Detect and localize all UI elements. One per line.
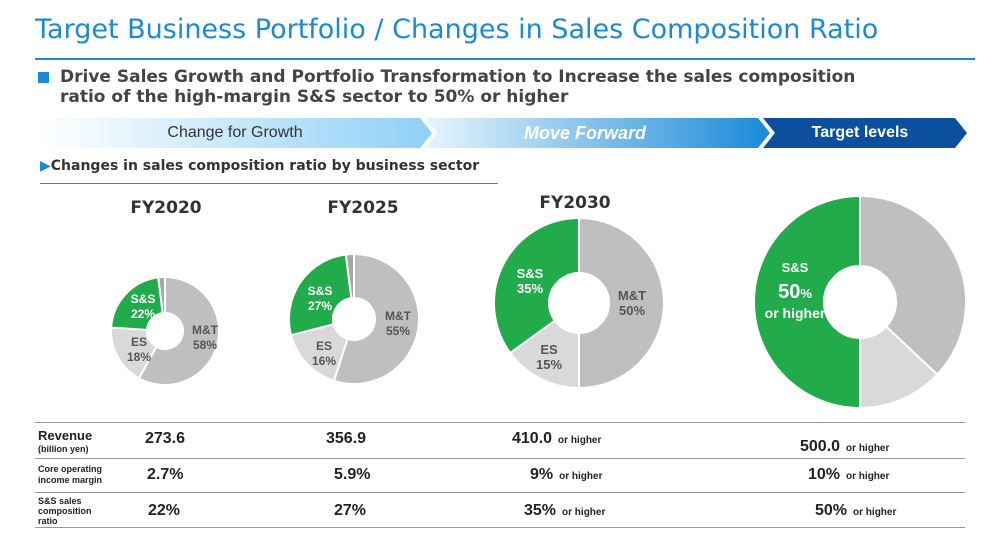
- cell-qualifier: or higher: [853, 507, 897, 518]
- donut-2-label-name-es: ES: [540, 342, 558, 357]
- donut-2-label-value-es: 15%: [536, 357, 562, 372]
- donut-3-label-name-ss: S&S: [782, 260, 809, 275]
- donut-0-slice-other-3: [157, 275, 166, 315]
- fy-label-0: FY2020: [130, 198, 202, 218]
- section-heading: ▶Changes in sales composition ratio by b…: [40, 158, 479, 174]
- row-sublabel-ss-ratio: composition: [38, 506, 92, 516]
- table-cell-r2-c2: 35% or higher: [524, 502, 605, 520]
- table-cell-r1-c3: 10% or higher: [808, 466, 889, 484]
- cell-value: 410.0: [512, 430, 553, 447]
- arrow-label-forward: Move Forward: [523, 123, 647, 143]
- donut-0-label-value-es: 18%: [127, 350, 151, 364]
- donut-1-slice-mt-0: [332, 252, 420, 385]
- table-rule-1: [35, 458, 965, 459]
- donut-0-label-value-mt: 58%: [193, 338, 217, 352]
- cell-value: 9%: [530, 466, 554, 483]
- cell-value: 356.9: [326, 430, 367, 447]
- cell-qualifier: or higher: [562, 507, 606, 518]
- donut-1-label-name-es: ES: [316, 339, 332, 353]
- cell-value: 273.6: [145, 430, 186, 447]
- arrow-change-for-growth: [40, 118, 432, 148]
- table-cell-r1-c2: 9% or higher: [530, 466, 602, 484]
- table-cell-r0-c3: 500.0 or higher: [800, 438, 889, 456]
- page-title: Target Business Portfolio / Changes in S…: [35, 14, 879, 45]
- headline-bullet: Drive Sales Growth and Portfolio Transfo…: [60, 67, 960, 107]
- donut-0-label-name-mt: M&T: [192, 323, 219, 337]
- donut-1-label-value-ss: 27%: [308, 299, 332, 313]
- donut-1-label-name-ss: S&S: [308, 284, 333, 298]
- donut-0-label-name-es: ES: [131, 335, 147, 349]
- donut-3-label-suffix-ss: or higher: [765, 305, 826, 321]
- cell-value: 22%: [148, 502, 181, 519]
- cell-value: 27%: [334, 502, 367, 519]
- donut-0-slice-mt-0: [137, 275, 220, 386]
- table-rule-2: [35, 492, 965, 493]
- row-label-margin: Core operating: [38, 464, 103, 474]
- bullet-square-icon: [38, 72, 49, 83]
- donut-1-slice-ss-2: [288, 253, 353, 337]
- cell-value: 35%: [524, 502, 557, 519]
- table-cell-r2-c1: 27%: [334, 502, 366, 520]
- donut-1-label-name-mt: M&T: [385, 309, 412, 323]
- table-cell-r2-c3: 50% or higher: [815, 502, 896, 520]
- donut-3-slice-ss-2: [753, 194, 861, 410]
- cell-qualifier: or higher: [558, 435, 602, 446]
- row-label-ss-ratio: S&S sales: [38, 496, 82, 506]
- roadmap-arrow-bar: [40, 118, 967, 148]
- donut-0-label-name-ss: S&S: [131, 292, 156, 306]
- section-heading-rule: [40, 183, 498, 184]
- arrow-label-target: Target levels: [811, 124, 909, 141]
- donut-1-label-value-es: 16%: [312, 354, 336, 368]
- cell-qualifier: or higher: [559, 471, 603, 482]
- row-label-revenue: Revenue: [38, 428, 93, 443]
- donut-2-label-value-mt: 50%: [619, 303, 645, 318]
- donut-1-slice-other-3: [344, 252, 355, 300]
- row-sublabel-margin: income margin: [38, 475, 103, 485]
- arrow-move-forward: [425, 118, 770, 148]
- donut-2-slice-mt-0: [578, 216, 665, 390]
- headline-line-2: ratio of the high-margin S&S sector to 5…: [60, 87, 569, 107]
- table-cell-r0-c2: 410.0 or higher: [512, 430, 601, 448]
- section-heading-text: Changes in sales composition ratio by bu…: [50, 158, 480, 174]
- cell-value: 2.7%: [147, 466, 184, 483]
- cell-value: 5.9%: [334, 466, 371, 483]
- table-rule-bottom: [35, 527, 965, 528]
- donut-2-label-value-ss: 35%: [517, 281, 543, 296]
- donut-0-slice-ss-2: [110, 276, 164, 331]
- donut-2-label-name-ss: S&S: [517, 266, 544, 281]
- cell-qualifier: or higher: [846, 443, 890, 454]
- table-cell-r0-c0: 273.6: [145, 430, 185, 448]
- table-cell-r2-c0: 22%: [148, 502, 180, 520]
- table-cell-r1-c1: 5.9%: [334, 466, 370, 484]
- donut-0-label-value-ss: 22%: [131, 307, 155, 321]
- title-underline: [35, 58, 975, 60]
- donut-1-label-value-mt: 55%: [386, 324, 410, 338]
- donut-3-label-value-ss: 50%: [778, 281, 812, 303]
- cell-value: 500.0: [800, 438, 841, 455]
- triangle-bullet-icon: ▶: [40, 158, 51, 174]
- fy-label-1: FY2025: [327, 198, 399, 218]
- cell-value: 10%: [808, 466, 841, 483]
- fy-label-2: FY2030: [539, 193, 611, 213]
- cell-value: 50%: [815, 502, 848, 519]
- table-cell-r1-c0: 2.7%: [147, 466, 183, 484]
- donut-2-label-name-mt: M&T: [618, 288, 646, 303]
- cell-qualifier: or higher: [846, 471, 890, 482]
- table-cell-r0-c1: 356.9: [326, 430, 366, 448]
- donut-2-slice-ss-2: [493, 216, 580, 355]
- row-sublabel-revenue: (billion yen): [38, 444, 89, 454]
- donut-3-slice-other-1: [859, 325, 939, 410]
- arrow-target-levels: [763, 118, 967, 148]
- table-rule-top: [35, 422, 965, 423]
- headline-line-1: Drive Sales Growth and Portfolio Transfo…: [60, 67, 856, 87]
- donut-3-slice-other-0: [859, 194, 967, 376]
- arrow-label-growth: Change for Growth: [167, 124, 303, 141]
- row-sublabel2-ss-ratio: ratio: [38, 516, 58, 526]
